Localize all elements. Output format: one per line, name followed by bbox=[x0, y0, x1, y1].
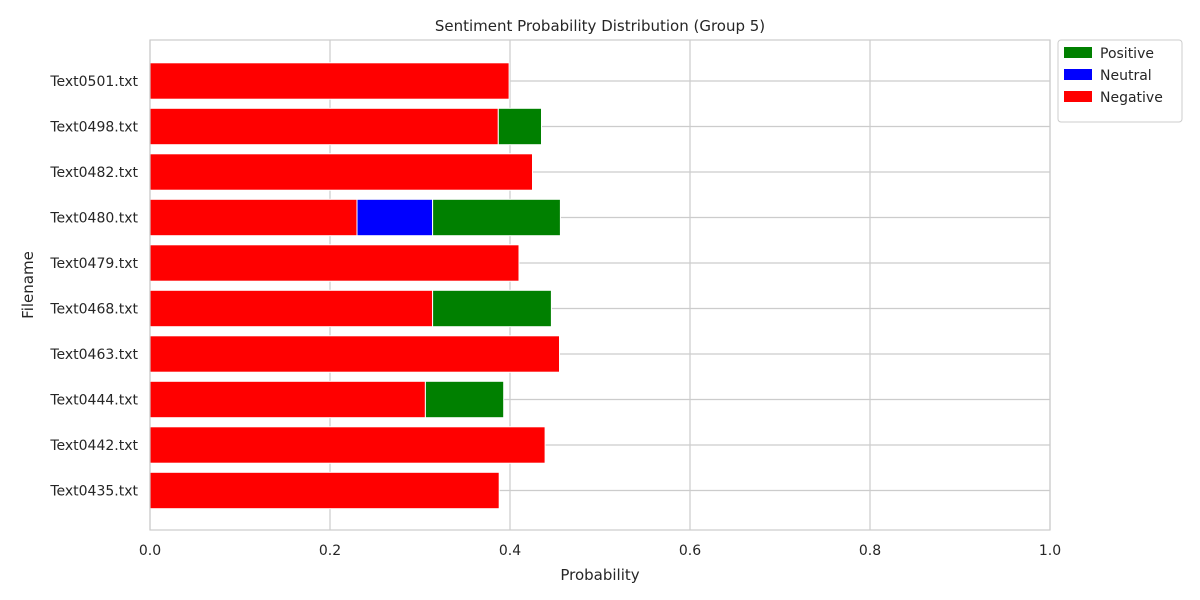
bar-negative-text0498 bbox=[149, 107, 499, 146]
y-tick-label: Text0435.txt bbox=[49, 484, 138, 500]
y-tick-label: Text0501.txt bbox=[49, 74, 138, 90]
bar-negative-text0479 bbox=[149, 244, 520, 282]
x-tick-label: 0.4 bbox=[499, 543, 521, 559]
plot-frame bbox=[149, 39, 1051, 531]
bar-positive-text0444 bbox=[424, 380, 505, 419]
x-tick-label: 0.2 bbox=[319, 543, 341, 559]
x-tick-label: 1.0 bbox=[1039, 543, 1061, 559]
bar-negative-text0468 bbox=[149, 289, 434, 328]
y-tick-label: Text0468.txt bbox=[49, 302, 138, 318]
legend-label-positive: Positive bbox=[1100, 46, 1154, 62]
legend-label-neutral: Neutral bbox=[1100, 68, 1152, 84]
bar-negative-text0435 bbox=[149, 471, 500, 510]
bar-negative-text0501 bbox=[149, 62, 510, 100]
bar-negative-text0444 bbox=[149, 380, 426, 419]
y-tick-label: Text0482.txt bbox=[49, 165, 138, 181]
chart-title: Sentiment Probability Distribution (Grou… bbox=[435, 17, 765, 35]
x-tick-label: 0.0 bbox=[139, 543, 161, 559]
x-tick-label: 0.8 bbox=[859, 543, 881, 559]
bar-negative-text0480 bbox=[149, 198, 358, 237]
bar-negative-text0442 bbox=[149, 426, 546, 464]
bar-neutral-text0480 bbox=[356, 198, 434, 237]
y-axis-label: Filename bbox=[19, 251, 37, 319]
y-tick-label: Text0442.txt bbox=[49, 438, 138, 454]
y-tick-label: Text0498.txt bbox=[49, 120, 138, 136]
bars bbox=[149, 62, 561, 510]
legend-swatch-negative bbox=[1064, 91, 1092, 102]
y-tick-labels: Text0435.txt Text0442.txt Text0444.txt Text… bbox=[49, 74, 138, 500]
y-tick-label: Text0480.txt bbox=[49, 211, 138, 227]
x-tick-label: 0.6 bbox=[679, 543, 701, 559]
legend: Positive Neutral Negative bbox=[1057, 39, 1183, 123]
y-tick-label: Text0463.txt bbox=[49, 347, 138, 363]
bar-positive-text0498 bbox=[497, 107, 542, 146]
x-tick-labels: 0.0 0.2 0.4 0.6 0.8 1.0 bbox=[139, 543, 1061, 559]
legend-label-negative: Negative bbox=[1100, 90, 1163, 106]
y-tick-label: Text0444.txt bbox=[49, 393, 138, 409]
bar-negative-text0463 bbox=[149, 335, 560, 373]
y-tick-label: Text0479.txt bbox=[49, 256, 138, 272]
bar-negative-text0482 bbox=[149, 153, 533, 191]
legend-swatch-positive bbox=[1064, 47, 1092, 58]
legend-swatch-neutral bbox=[1064, 69, 1092, 80]
x-axis-label: Probability bbox=[560, 566, 639, 584]
bar-positive-text0480 bbox=[432, 198, 561, 237]
bar-positive-text0468 bbox=[432, 289, 552, 328]
